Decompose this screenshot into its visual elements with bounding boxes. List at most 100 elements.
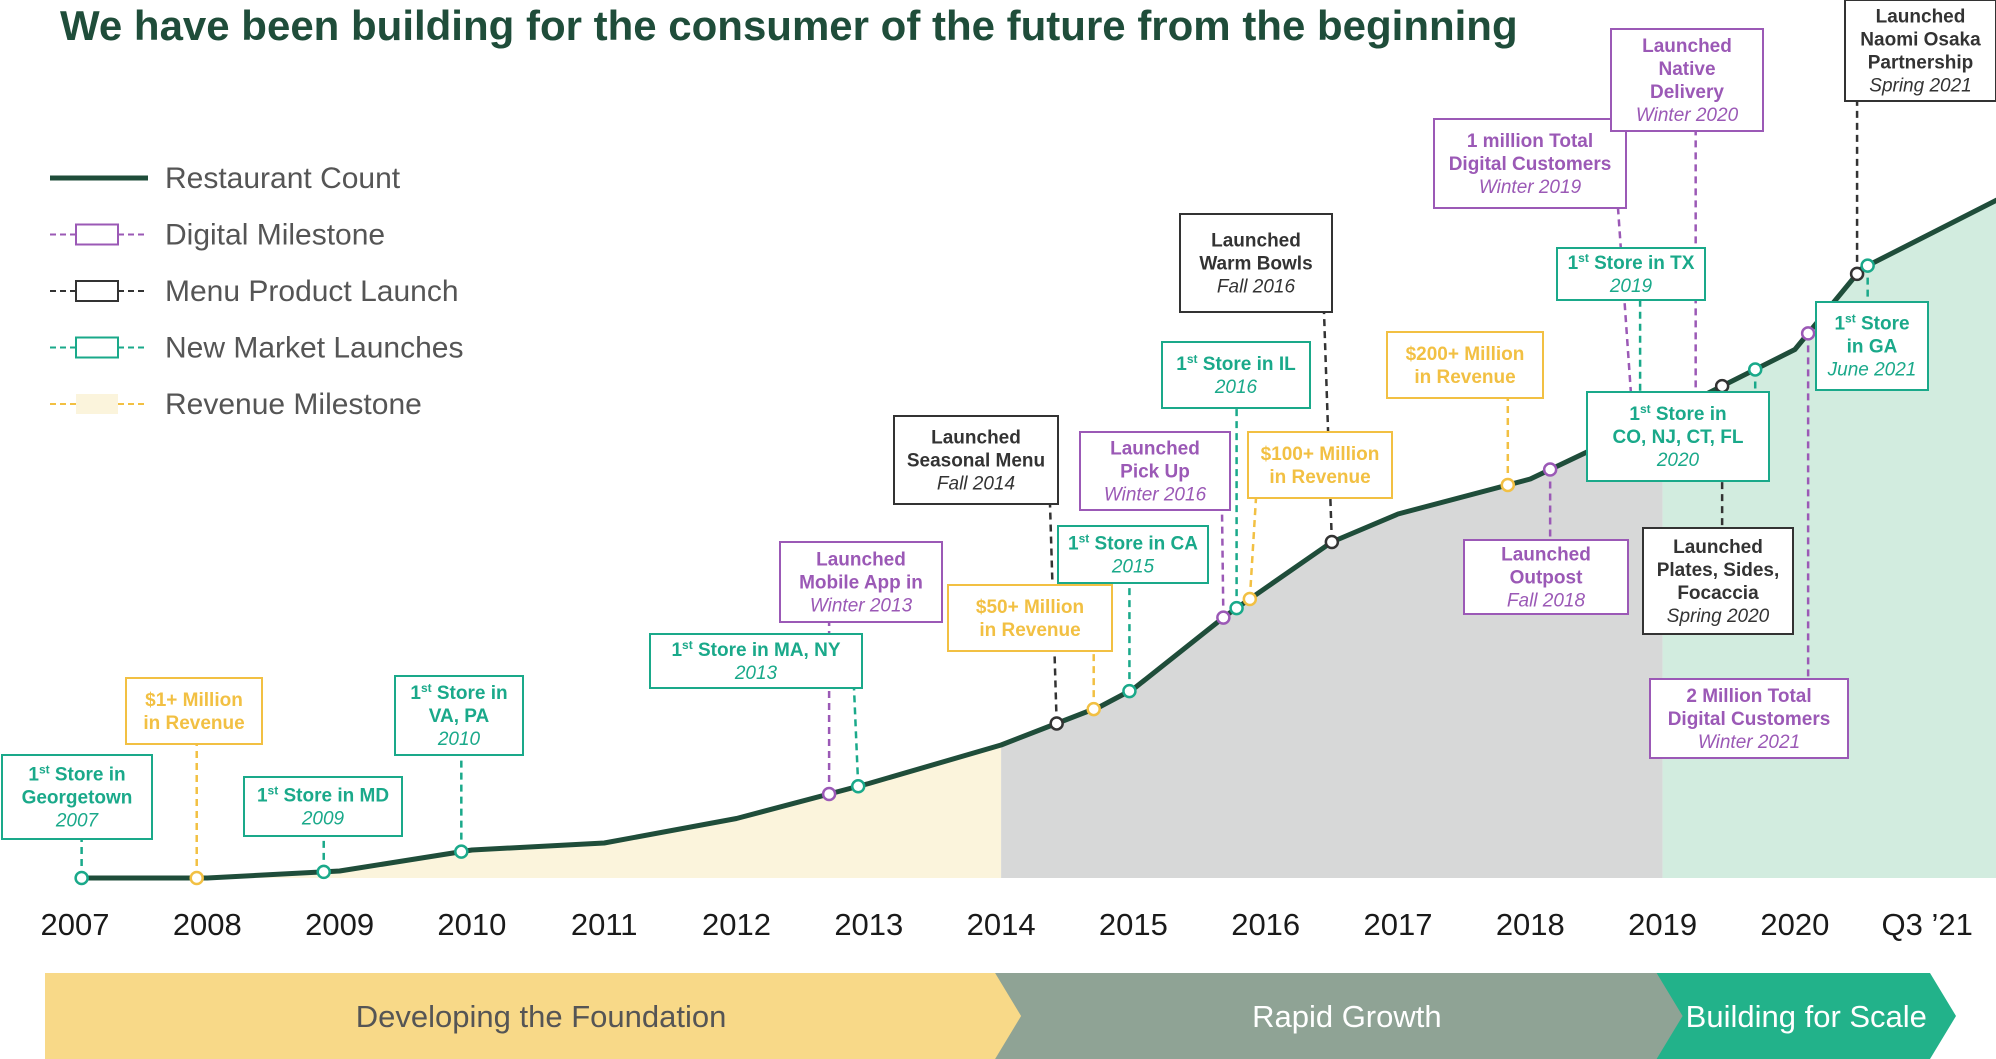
milestone-marker — [850, 779, 866, 794]
milestone-box-frame — [1386, 331, 1544, 399]
milestone-box-frame — [394, 675, 524, 756]
milestone-box-frame — [1556, 247, 1706, 301]
milestone-label: Launched — [1110, 438, 1200, 459]
milestone-label-sup: st — [682, 638, 693, 652]
milestone-box-frame — [1815, 301, 1929, 391]
milestone-marker — [1800, 326, 1816, 341]
milestone-date: Fall 2014 — [937, 473, 1015, 494]
milestone-label-part: Store in CA — [1089, 533, 1198, 554]
phase-banner: Developing the Foundation Rapid Growth Bui… — [45, 973, 1956, 1059]
milestone-box-frame — [1247, 431, 1393, 499]
milestone-label: Georgetown — [22, 787, 133, 808]
phase-label: Rapid Growth — [1252, 999, 1442, 1034]
phase-band-2 — [1656, 973, 1956, 1059]
milestone-date: Spring 2020 — [1667, 606, 1770, 627]
milestone-label: Warm Bowls — [1199, 253, 1312, 274]
milestone-label-sup: st — [1187, 352, 1198, 366]
milestone-label: 1st Store in — [28, 762, 125, 785]
x-tick-label: 2013 — [834, 907, 903, 942]
x-tick-label: 2007 — [41, 907, 110, 942]
x-tick-label: 2018 — [1496, 907, 1565, 942]
milestone-marker — [821, 786, 837, 802]
milestone-label: 1 million Total — [1467, 131, 1593, 152]
legend: Restaurant Count Digital Milestone Menu Pr… — [50, 162, 463, 421]
milestone-label: Outpost — [1510, 567, 1583, 588]
milestone-label-part: Store in IL — [1198, 354, 1297, 375]
legend-label: Revenue Milestone — [165, 388, 422, 421]
milestone-date: Spring 2021 — [1869, 75, 1971, 96]
phase-area-1 — [1001, 416, 1663, 878]
milestone-marker — [1086, 701, 1101, 717]
x-tick-label: 2011 — [571, 907, 638, 942]
milestone-label: $200+ Million — [1406, 344, 1525, 365]
milestone-label: 1st Store — [1834, 311, 1909, 334]
milestone-leader — [1322, 311, 1334, 543]
milestone-box-frame — [1057, 525, 1209, 584]
milestone-label-part: 1 — [1176, 354, 1187, 375]
milestone-marker — [316, 864, 331, 880]
milestone-date: Fall 2018 — [1507, 590, 1586, 611]
milestone-label-part: 1 — [1568, 253, 1579, 274]
milestone-date: 2019 — [1609, 276, 1653, 297]
milestone-leaders — [80, 101, 1869, 878]
milestone-label: 1st Store in — [410, 681, 507, 704]
milestone-label: Delivery — [1650, 82, 1724, 103]
milestone-label: Digital Customers — [1449, 154, 1612, 175]
legend-swatch-box — [75, 223, 119, 246]
milestone-label-part: 1 — [28, 764, 39, 785]
phase-band-1 — [995, 973, 1699, 1059]
milestone-marker — [1849, 266, 1865, 282]
legend-item-revenue: Revenue Milestone — [50, 388, 422, 421]
milestone-label-part: Store — [1856, 313, 1910, 334]
milestone-marker — [74, 870, 89, 886]
milestone-date: 2016 — [1214, 377, 1258, 398]
legend-swatch-box — [75, 336, 119, 359]
milestone-marker — [1542, 462, 1558, 477]
milestone-box-frame — [125, 677, 263, 745]
legend-label: Menu Product Launch — [165, 275, 459, 308]
milestone-marker — [1747, 362, 1763, 377]
milestone-marker — [1714, 378, 1730, 394]
milestone-marker — [1500, 477, 1516, 493]
milestone-marker — [1216, 610, 1231, 625]
milestone-box-frame — [1, 754, 153, 840]
milestone-box-frame — [1610, 28, 1764, 132]
milestone-label: Pick Up — [1120, 461, 1190, 482]
milestone-label: 1st Store in MA, NY — [671, 638, 840, 661]
milestone-leader — [852, 687, 860, 787]
milestone-label-sup: st — [1079, 531, 1090, 545]
milestone-marker — [1049, 716, 1064, 731]
milestone-label: $50+ Million — [976, 597, 1084, 618]
milestone-box-frame — [1079, 431, 1231, 511]
milestone-label-part: Store in MD — [278, 785, 389, 806]
milestone-box-frame — [1433, 118, 1627, 209]
milestone-label: Launched — [816, 549, 906, 570]
milestone-label: 1st Store in MD — [257, 783, 389, 806]
milestone-label-part: 1 — [257, 785, 268, 806]
x-tick-label: 2008 — [173, 907, 242, 942]
milestone-label: CO, NJ, CT, FL — [1613, 427, 1744, 448]
x-tick-label: 2017 — [1364, 907, 1433, 942]
milestone-label: in GA — [1847, 336, 1898, 357]
milestone-label: Plates, Sides, — [1657, 560, 1780, 581]
milestone-label: in Revenue — [1269, 467, 1370, 488]
milestone-label: Launched — [1211, 230, 1301, 251]
milestone-label: Seasonal Menu — [907, 450, 1045, 471]
milestone-box-frame — [1179, 213, 1333, 313]
milestone-box-frame — [1463, 539, 1629, 615]
milestone-label: in Revenue — [979, 620, 1080, 641]
milestone-date: June 2021 — [1827, 359, 1917, 380]
milestone-label-part: Store in TX — [1589, 253, 1695, 274]
